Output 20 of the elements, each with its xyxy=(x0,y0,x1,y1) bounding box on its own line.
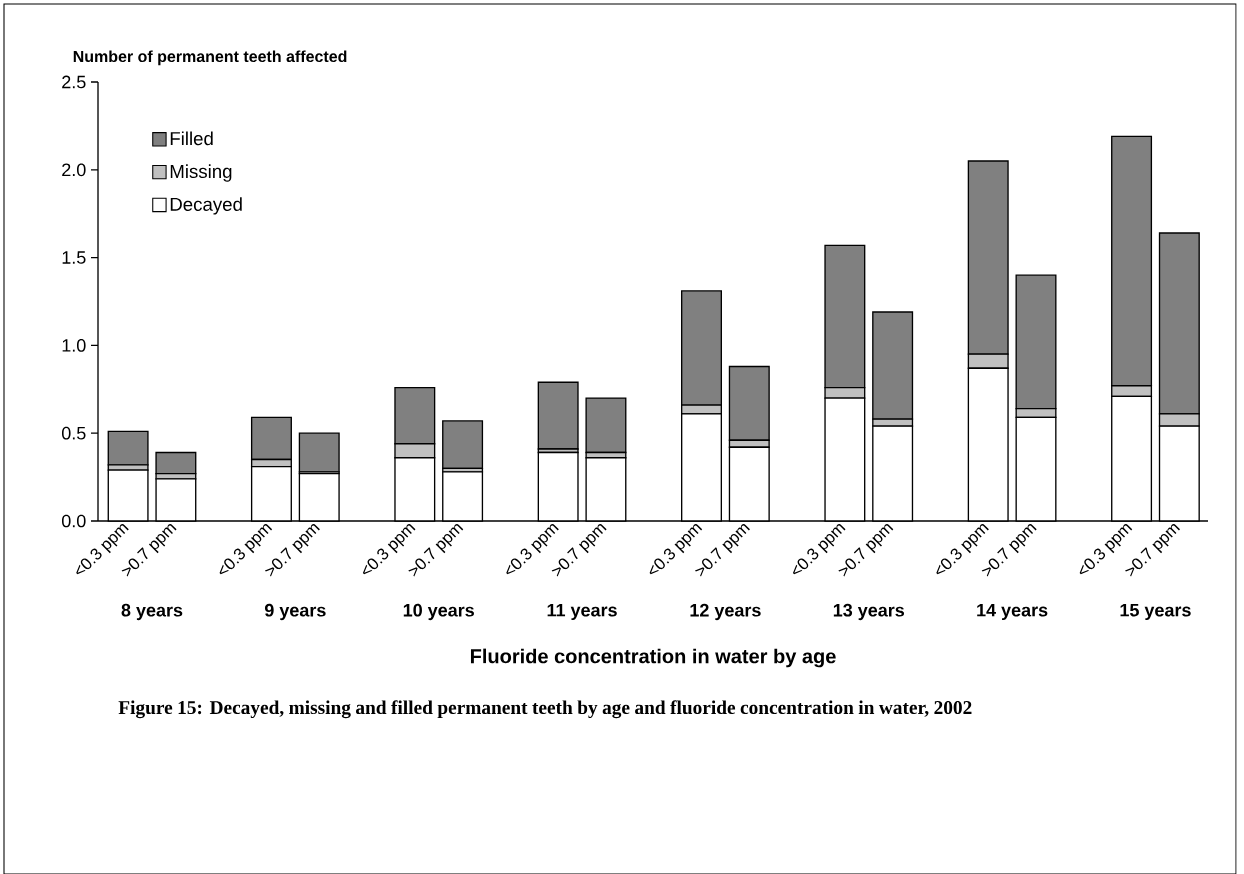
text: 9 years xyxy=(264,603,326,621)
x-axis-title: Fluoride concentration in water by age xyxy=(470,648,836,668)
y-tick-label: 0.5 xyxy=(61,426,86,440)
text: 11 years xyxy=(547,603,617,621)
text: 13 years xyxy=(833,603,905,621)
legend-label: Decayed xyxy=(170,197,242,215)
legend-label: Missing xyxy=(170,164,232,182)
y-tick-label: 2.5 xyxy=(62,75,86,89)
text: 15 years xyxy=(1120,603,1191,621)
text: 12 years xyxy=(690,603,761,621)
y-tick-label: 2.0 xyxy=(62,163,86,177)
y-tick-label: 1.0 xyxy=(62,339,86,352)
text: 14 years xyxy=(977,603,1048,621)
text: 8 years xyxy=(121,603,183,621)
legend-label: Filled xyxy=(170,131,213,146)
y-tick-label: 1.5 xyxy=(62,251,86,264)
y-axis-title: Number of permanent teeth affected xyxy=(73,50,347,66)
text: 10 years xyxy=(403,603,474,621)
y-tick-label: 0.0 xyxy=(61,514,86,528)
text: Figure 15: Decayed, missing and filled permanent teeth by age and fluoride concentration in water, 2002 xyxy=(118,700,972,719)
